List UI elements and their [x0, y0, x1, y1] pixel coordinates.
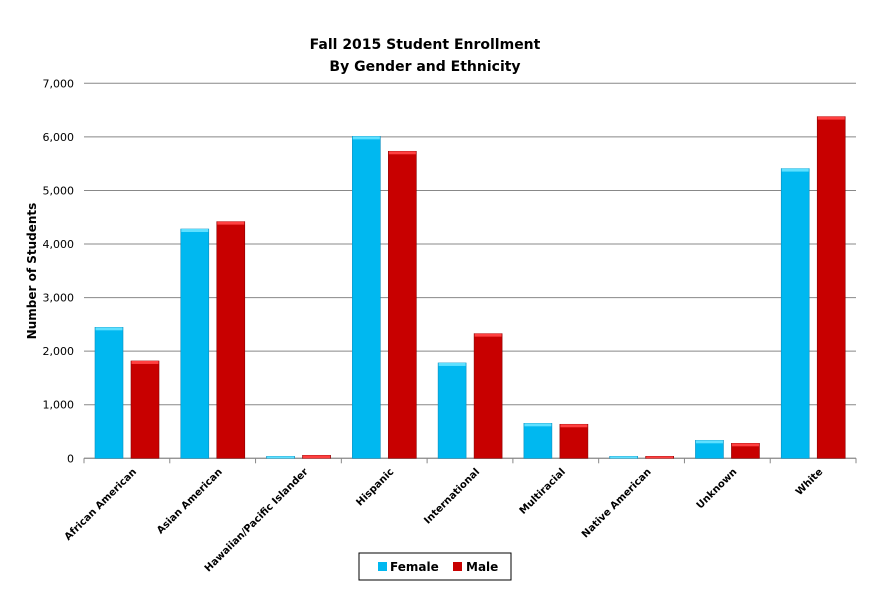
y-tick-label: 4,000	[43, 238, 75, 251]
bar-female	[94, 327, 124, 459]
bar-highlight	[388, 151, 416, 155]
y-tick-label: 0	[67, 452, 74, 465]
legend-swatch-female	[378, 562, 387, 571]
legend-label-female: Female	[390, 560, 439, 574]
x-tick-label: African American	[63, 467, 139, 543]
bar-male	[816, 116, 846, 459]
bar-highlight	[817, 116, 845, 120]
x-tick-label: Hawaiian/Pacific Islander	[203, 467, 311, 575]
bar-highlight	[352, 136, 380, 140]
bar-female	[437, 362, 467, 459]
x-tick-label: Multiracial	[518, 467, 568, 517]
x-tick-label: Hispanic	[355, 467, 397, 509]
bar-highlight	[560, 424, 588, 428]
bar-highlight	[695, 440, 723, 444]
bar-highlight	[474, 333, 502, 337]
y-tick-label: 6,000	[43, 131, 75, 144]
x-tick-label: International	[422, 467, 482, 527]
y-tick-label: 7,000	[43, 77, 75, 90]
chart-title: Fall 2015 Student Enrollment	[310, 37, 541, 53]
x-tick-label: White	[794, 466, 825, 497]
y-tick-label: 1,000	[43, 399, 75, 412]
bar-highlight	[181, 229, 209, 233]
bar-highlight	[131, 360, 159, 364]
bar-highlight	[217, 221, 245, 225]
bar-male	[388, 150, 417, 459]
bar-highlight	[646, 456, 674, 459]
bar-highlight	[731, 443, 759, 447]
bar-male	[559, 423, 589, 459]
y-tick-label: 5,000	[43, 184, 75, 197]
legend-swatch-male	[453, 562, 462, 571]
bar-female	[352, 136, 381, 459]
x-tick-label: Asian American	[155, 467, 225, 537]
bar-highlight	[267, 456, 295, 459]
x-tick-label: Unknown	[695, 467, 740, 512]
bar-highlight	[95, 327, 123, 331]
bar-male	[473, 333, 503, 459]
bar-highlight	[438, 362, 466, 366]
bar-highlight	[524, 423, 552, 427]
legend: Female Male	[358, 552, 512, 581]
bar-male	[130, 360, 160, 459]
y-tick-label: 2,000	[43, 345, 75, 358]
bar-highlight	[781, 168, 809, 172]
y-tick-label: 3,000	[43, 292, 75, 305]
legend-label-male: Male	[466, 560, 498, 574]
bar-male	[216, 221, 246, 459]
bar-highlight	[303, 455, 331, 459]
bar-female	[523, 423, 553, 459]
chart-subtitle: By Gender and Ethnicity	[329, 59, 520, 75]
bar-highlight	[610, 456, 638, 459]
bar-female	[780, 168, 810, 459]
y-axis-label: Number of Students	[25, 203, 39, 340]
bar-female	[180, 228, 210, 459]
x-tick-label: Native American	[580, 467, 654, 541]
